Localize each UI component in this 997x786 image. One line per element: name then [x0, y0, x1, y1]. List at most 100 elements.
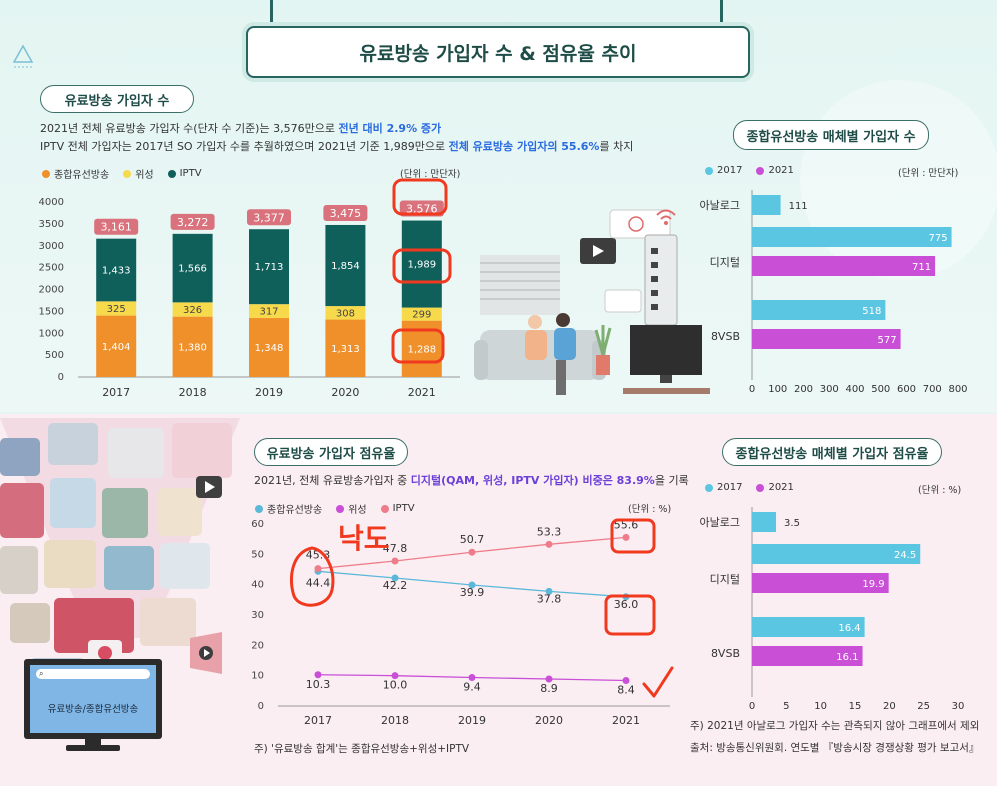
x-tick-label: 400: [845, 384, 864, 395]
share-chart: 0 10 20 30 40 50 60 44.4 42.2 39.9 37.8 36.0 10.3 10.…: [251, 518, 670, 727]
cable-subs-chart: 0 100 200 300 400 500 600 700 800 아날로그 111 디지털 775 71…: [700, 190, 968, 395]
y-tick-label: 3500: [39, 219, 64, 230]
share-unit: (단위 : %): [628, 504, 672, 515]
legend-item: 위성: [123, 166, 154, 181]
bar-value-label: 1,380: [178, 342, 207, 353]
subscribers-desc-2c: 를 차지: [599, 140, 634, 153]
bar-value-label: 1,566: [178, 264, 207, 275]
x-tick-label: 25: [917, 701, 930, 712]
cable-share-note-1: 주) 2021년 아날로그 가입자 수는 관측되지 않아 그래프에서 제외: [690, 720, 980, 732]
subscribers-desc-2b: 전체 유료방송 가입자의 55.6%: [448, 140, 600, 153]
y-tick-label: 60: [251, 519, 264, 530]
x-tick-label: 15: [849, 701, 862, 712]
data-label: 50.7: [460, 533, 485, 546]
legend-swatch: [705, 166, 713, 175]
living-room-illustration: [474, 209, 710, 395]
bar-segment: [249, 229, 289, 305]
bar-value-label: 1,713: [255, 262, 284, 273]
bar-value-label: 16.1: [836, 652, 858, 663]
share-desc-b: 디지털(QAM, 위성, IPTV 가입자) 비중은 83.9%: [410, 474, 655, 487]
data-label: 53.3: [537, 525, 562, 538]
share-desc-a: 2021년, 전체 유료방송가입자 중: [254, 474, 411, 487]
legend-swatch: [42, 169, 50, 178]
subscribers-legend: 종합유선방송 위성 IPTV: [42, 166, 212, 181]
data-label: 10.3: [306, 678, 331, 691]
data-point: [622, 677, 630, 685]
data-label: 10.0: [383, 679, 408, 692]
category-label: 디지털: [710, 256, 740, 269]
bar: [752, 227, 952, 247]
bar-value-label: 518: [862, 306, 881, 317]
bar-segment: [325, 306, 366, 320]
data-label: 55.6: [614, 518, 639, 531]
bar-value-label: 326: [183, 305, 202, 316]
subscribers-unit: (단위 : 만단자): [400, 169, 461, 180]
total-label-box: [94, 218, 139, 235]
legend-label: IPTV: [179, 168, 202, 179]
subscribers-desc-1b: 전년 대비 2.9% 증가: [338, 122, 442, 135]
bar: [752, 256, 936, 276]
bar-value-label: 317: [259, 307, 278, 318]
bar: [752, 300, 886, 320]
bar-segment: [401, 307, 442, 321]
total-label: 3,272: [177, 216, 209, 229]
x-tick-label: 600: [897, 384, 916, 395]
bar-value-label: 3.5: [784, 518, 800, 529]
legend-label: 2021: [768, 482, 794, 493]
tv-stand-neck: [85, 739, 101, 745]
legend-item: IPTV: [167, 168, 202, 179]
bar-segment: [172, 302, 213, 317]
cable-share-pill: 종합유선방송 매체별 가입자 점유율: [722, 438, 942, 466]
cable-share-note-2: 출처: 방송통신위원회. 연도별 『방송시장 경쟁상황 평가 보고서』: [690, 742, 980, 754]
legend-swatch: [255, 504, 263, 513]
bar-segment: [172, 233, 213, 303]
data-point: [314, 671, 322, 679]
y-tick-label: 1000: [39, 328, 64, 339]
bar-value-label: 1,854: [331, 261, 360, 272]
legend-item: 2021: [756, 165, 794, 176]
subscribers-desc-2: IPTV 전체 가입자는 2017년 SO 가입자 수를 추월하였으며 2021…: [40, 138, 633, 154]
x-tick-label: 10: [814, 701, 827, 712]
data-point: [468, 673, 476, 681]
category-label: 8VSB: [711, 330, 740, 343]
y-tick-label: 0: [58, 372, 64, 383]
data-point: [545, 540, 553, 548]
category-label: 8VSB: [711, 647, 740, 660]
share-desc: 2021년, 전체 유료방송가입자 중 디지털(QAM, 위성, IPTV 가입…: [254, 472, 689, 488]
search-icon: ⌕: [39, 669, 44, 678]
megaphone-icon: [190, 632, 222, 674]
x-tick-label: 2019: [255, 386, 283, 399]
data-label: 39.9: [460, 586, 485, 599]
subscribers-desc-1: 2021년 전체 유료방송 가입자 수(단자 수 기준)는 3,576만으로 전…: [40, 120, 441, 136]
total-label: 3,161: [100, 221, 132, 234]
x-tick-label: 300: [820, 384, 839, 395]
y-tick-label: 2000: [39, 285, 64, 296]
legend-label: IPTV: [392, 503, 415, 514]
legend-label: 위성: [348, 505, 367, 516]
bar-value-label: 325: [107, 304, 126, 315]
x-tick-label: 2021: [612, 714, 640, 727]
y-tick-label: 20: [251, 640, 264, 651]
bar-segment: [249, 304, 289, 319]
x-tick-label: 0: [749, 384, 755, 395]
data-label: 9.4: [463, 680, 481, 693]
cable-share-unit: (단위 : %): [918, 485, 962, 496]
total-label-box: [170, 213, 215, 230]
x-tick-label: 2017: [102, 386, 130, 399]
y-tick-label: 40: [251, 580, 264, 591]
bar-value-label: 24.5: [894, 550, 916, 561]
total-label: 3,475: [330, 207, 362, 220]
data-label: 8.4: [617, 684, 635, 697]
cable-share-chart: 0 5 10 15 20 25 30 아날로그 3.5 디지털 24.5 19.9 8VSB 16.4 16…: [700, 507, 964, 712]
legend-swatch: [167, 169, 176, 178]
page-title: 유료방송 가입자 수 & 점유율 추이: [246, 26, 750, 78]
data-point: [391, 672, 399, 680]
data-label: 37.8: [537, 592, 562, 605]
legend-item: 2017: [705, 482, 742, 493]
tv-search-bar: [36, 669, 150, 679]
bar-segment: [172, 316, 213, 377]
legend-item: 종합유선방송: [42, 166, 109, 181]
y-tick-label: 30: [251, 610, 264, 621]
bar-segment: [325, 224, 366, 307]
y-tick-label: 3000: [39, 241, 64, 252]
